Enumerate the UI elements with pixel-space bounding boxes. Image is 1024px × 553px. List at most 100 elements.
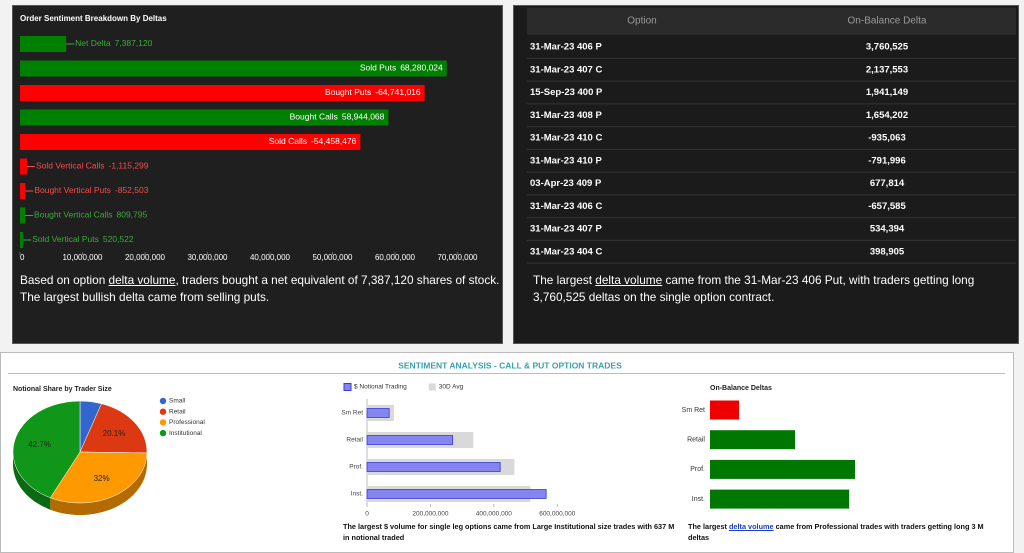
bar — [366, 408, 390, 418]
pie-label: 20.1% — [103, 429, 126, 438]
legend-swatch — [428, 383, 436, 391]
bar-value: 58,944,068 — [342, 112, 385, 122]
caption-text: The largest — [688, 522, 729, 531]
chart-title: Order Sentiment Breakdown By Deltas — [20, 14, 167, 23]
y-tick-label: Sm Ret — [682, 407, 705, 414]
legend-swatch — [159, 429, 167, 437]
bar-value: 520,522 — [103, 234, 134, 244]
bar — [20, 109, 389, 126]
y-tick-label: Retail — [346, 437, 363, 444]
bar-label: Sold Puts 68,280,024 — [360, 63, 443, 73]
caption: The largest delta volume came from Profe… — [688, 522, 988, 543]
legend-label: Professional — [169, 419, 205, 426]
caption-text: came from Professional trades with trade… — [688, 522, 984, 542]
caption-text: The largest $ volume for single leg opti… — [343, 522, 675, 542]
bar — [366, 489, 547, 499]
notional-chart: 0 200,000,000 400,000,000 600,000,000 Sm Ret… — [341, 383, 576, 518]
x-tick-label: 600,000,000 — [539, 511, 576, 518]
caption-text: Based on option — [20, 273, 109, 287]
bar — [20, 183, 26, 199]
x-tick-label: 400,000,000 — [476, 511, 513, 518]
bar-value: -1,115,299 — [108, 161, 148, 171]
pie-label: 42.7% — [28, 440, 51, 449]
bar — [20, 36, 67, 52]
pie-chart: Small 20.1% Retail 32% Professional 42.7% Inst… — [12, 397, 205, 515]
pie-side — [50, 452, 147, 515]
bar — [366, 462, 501, 472]
bar-category: Net Delta — [75, 38, 111, 48]
table-cell: 31-Mar-23 407 P — [530, 224, 602, 235]
y-tick-label: Prof. — [690, 466, 705, 473]
caption: The largest $ volume for single leg opti… — [343, 522, 678, 543]
bar — [20, 158, 27, 175]
pie-label: 32% — [94, 474, 110, 483]
x-tick-label: 40,000,000 — [250, 253, 291, 262]
right-panel — [513, 5, 1019, 344]
table-cell: 1,654,202 — [866, 110, 908, 121]
bottom-panel — [0, 352, 1014, 553]
bar — [20, 207, 26, 224]
bar-category: Sold Vertical Puts — [32, 234, 99, 244]
table-cell: 1,941,149 — [866, 87, 908, 98]
bar — [20, 85, 425, 101]
legend-swatch — [159, 408, 167, 415]
legend-swatch — [159, 419, 167, 426]
x-tick-label: 30,000,000 — [187, 253, 228, 262]
bar — [710, 430, 796, 450]
pie-slice — [12, 400, 81, 499]
y-tick-label: Prof. — [349, 464, 363, 471]
table-cell: 15-Sep-23 400 P — [530, 87, 603, 98]
caption: Based on option delta volume, traders bo… — [20, 272, 500, 306]
bar-label: Sold Vertical Calls -1,115,299 — [36, 161, 149, 171]
caption-link[interactable]: delta volume — [595, 273, 663, 287]
y-tick-label: Retail — [687, 437, 705, 444]
bar-category: Bought Puts — [325, 87, 371, 97]
bar-label: Bought Puts -64,741,016 — [325, 87, 421, 97]
table-cell: 31-Mar-23 410 C — [530, 133, 602, 144]
y-tick-label: Inst. — [692, 496, 705, 503]
x-tick-label: 50,000,000 — [312, 253, 353, 262]
bar-value: -54,458,476 — [311, 136, 357, 146]
table-header-cell: Option — [627, 16, 656, 27]
table-cell: 31-Mar-23 408 P — [530, 110, 602, 121]
caption-link[interactable]: delta volume — [728, 522, 774, 531]
bar-label: Bought Calls 58,944,068 — [290, 112, 385, 122]
onbalance-chart: Sm Ret Retail Prof. Inst. — [682, 400, 855, 509]
table-cell: 398,905 — [870, 246, 905, 257]
section-title: SENTIMENT ANALYSIS - CALL & PUT OPTION T… — [398, 360, 622, 370]
bar-label: Bought Vertical Calls 809,795 — [34, 210, 147, 220]
legend-label: Retail — [169, 408, 186, 415]
caption-text: , traders bought a net equivalent of 7,3… — [20, 273, 500, 305]
bar — [366, 435, 454, 445]
bar-value: 7,387,120 — [115, 38, 153, 48]
x-tick-label: 20,000,000 — [125, 253, 166, 262]
x-tick-label: 60,000,000 — [375, 253, 416, 262]
bar — [710, 489, 850, 509]
bar — [710, 459, 855, 479]
caption-text: The largest — [533, 273, 596, 287]
caption-link[interactable]: delta volume — [108, 273, 176, 287]
bar-label: Sold Vertical Puts 520,522 — [32, 234, 134, 244]
table-cell: 31-Mar-23 406 P — [530, 42, 602, 53]
bar-category: Bought Vertical Calls — [34, 210, 112, 220]
table-cell: -791,996 — [868, 155, 906, 166]
chart-title: On-Balance Deltas — [710, 385, 772, 392]
bar-category: Sold Vertical Calls — [36, 161, 105, 171]
table: 31-Mar-23 406 P 3,760,525 31-Mar-23 407 C 2… — [527, 42, 1016, 264]
table-cell: -657,585 — [868, 201, 906, 212]
table-cell: 03-Apr-23 409 P — [530, 178, 602, 189]
legend-swatch — [159, 397, 167, 405]
bar-category: Sold Calls — [269, 136, 307, 146]
table-cell: 31-Mar-23 407 C — [530, 64, 602, 75]
bar-category: Bought Vertical Puts — [34, 185, 111, 195]
x-tick-label: 0 — [20, 253, 25, 262]
legend-label: 30D Avg — [439, 384, 464, 391]
bar-value: -64,741,016 — [375, 87, 421, 97]
bar — [710, 400, 739, 420]
y-tick-label: Inst. — [351, 491, 363, 498]
legend-label: Small — [169, 398, 186, 405]
table-cell: -935,063 — [868, 133, 906, 144]
table-header — [527, 8, 1016, 35]
